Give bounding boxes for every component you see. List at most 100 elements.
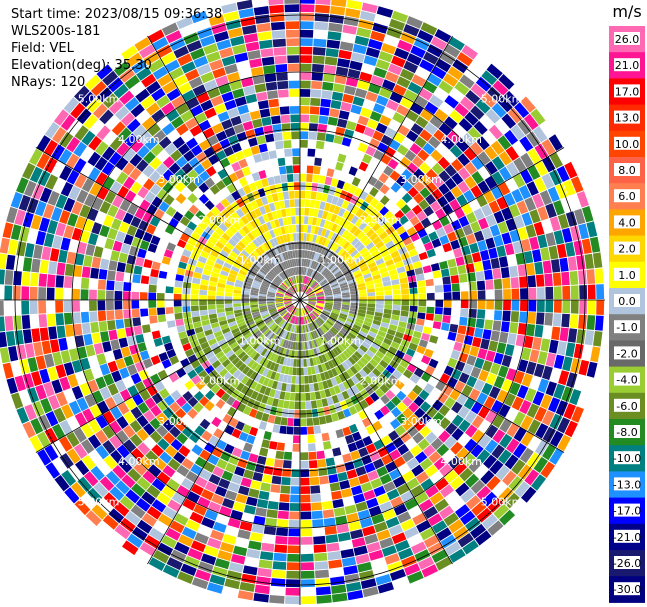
velocity-bin <box>529 349 540 363</box>
velocity-bin <box>339 41 354 52</box>
velocity-bin <box>364 276 373 283</box>
velocity-bin <box>414 136 427 149</box>
velocity-bin <box>390 250 400 259</box>
velocity-bin <box>432 321 442 330</box>
velocity-bin <box>323 288 332 293</box>
velocity-bin <box>411 74 426 87</box>
velocity-bin <box>325 272 333 279</box>
velocity-bin <box>513 411 526 426</box>
velocity-bin <box>379 206 389 216</box>
colorbar-tick-label: -4.0 <box>616 374 637 387</box>
velocity-bin <box>329 279 337 285</box>
velocity-bin <box>517 119 532 135</box>
velocity-bin <box>485 279 494 290</box>
velocity-bin <box>418 293 427 300</box>
velocity-bin <box>564 420 578 438</box>
velocity-bin <box>348 260 356 268</box>
velocity-bin <box>562 300 571 314</box>
velocity-bin <box>300 283 302 292</box>
velocity-bin <box>356 231 366 240</box>
velocity-bin <box>384 146 396 158</box>
velocity-bin <box>315 305 324 309</box>
velocity-bin <box>401 294 410 300</box>
velocity-bin <box>342 93 354 104</box>
velocity-bin <box>323 73 335 83</box>
velocity-bin <box>373 253 383 262</box>
velocity-bin <box>444 396 456 409</box>
velocity-bin <box>364 194 374 204</box>
velocity-bin <box>542 444 557 461</box>
velocity-bin <box>343 129 355 139</box>
velocity-bin <box>476 280 486 291</box>
velocity-bin <box>307 303 315 307</box>
velocity-bin <box>389 170 401 182</box>
velocity-bin <box>320 280 328 287</box>
velocity-bin <box>492 429 506 444</box>
velocity-bin <box>395 198 407 209</box>
velocity-bin <box>306 304 314 310</box>
velocity-bin <box>308 295 316 298</box>
velocity-bin <box>503 90 520 107</box>
velocity-bin <box>435 300 444 307</box>
velocity-bin <box>447 357 458 369</box>
velocity-bin <box>423 205 434 217</box>
velocity-bin <box>327 275 335 282</box>
velocity-bin <box>356 348 366 356</box>
velocity-bin <box>376 300 384 305</box>
velocity-bin <box>350 205 360 215</box>
velocity-bin <box>451 401 463 414</box>
velocity-bin <box>359 247 368 255</box>
velocity-bin <box>341 200 350 210</box>
field-label: Field: VEL <box>11 41 74 56</box>
velocity-bin <box>439 234 450 245</box>
velocity-bin <box>470 141 484 156</box>
velocity-bin <box>325 296 333 299</box>
velocity-bin <box>453 341 463 352</box>
velocity-bin <box>388 63 403 76</box>
velocity-bin <box>551 326 561 341</box>
velocity-bin <box>308 216 313 225</box>
velocity-bin <box>342 220 351 229</box>
velocity-bin <box>407 390 418 402</box>
velocity-bin <box>526 323 536 337</box>
velocity-bin <box>442 242 453 253</box>
velocity-bin <box>384 379 394 389</box>
velocity-bin <box>492 320 502 331</box>
velocity-bin <box>524 197 537 212</box>
velocity-bin <box>489 460 504 475</box>
velocity-bin <box>506 422 520 438</box>
velocity-bin <box>359 303 367 307</box>
velocity-bin <box>319 201 326 210</box>
velocity-bin <box>341 304 350 308</box>
velocity-bin <box>333 83 345 93</box>
velocity-bin <box>326 319 334 326</box>
velocity-bin <box>464 161 478 175</box>
velocity-bin <box>371 222 381 232</box>
colorbar-tick-label: -17.0 <box>613 505 641 518</box>
velocity-bin <box>358 330 368 338</box>
velocity-bin <box>402 181 413 192</box>
velocity-bin <box>503 289 511 300</box>
velocity-bin <box>409 373 421 384</box>
velocity-bin <box>488 340 499 352</box>
velocity-bin <box>325 48 339 58</box>
velocity-bin <box>386 99 399 111</box>
velocity-bin <box>595 315 604 331</box>
velocity-bin <box>313 309 321 315</box>
velocity-bin <box>346 0 363 10</box>
velocity-bin <box>365 314 374 320</box>
velocity-bin <box>312 63 324 73</box>
velocity-bin <box>485 108 501 124</box>
velocity-bin <box>590 346 601 363</box>
velocity-bin <box>393 294 401 300</box>
velocity-bin <box>308 259 313 268</box>
velocity-bin <box>464 111 479 126</box>
velocity-bin <box>300 275 303 284</box>
velocity-bin <box>393 300 401 305</box>
velocity-bin <box>442 276 451 285</box>
velocity-bin <box>507 333 517 345</box>
velocity-bin <box>330 313 338 319</box>
velocity-bin <box>481 204 493 217</box>
velocity-bin <box>445 422 458 435</box>
velocity-bin <box>531 474 547 491</box>
